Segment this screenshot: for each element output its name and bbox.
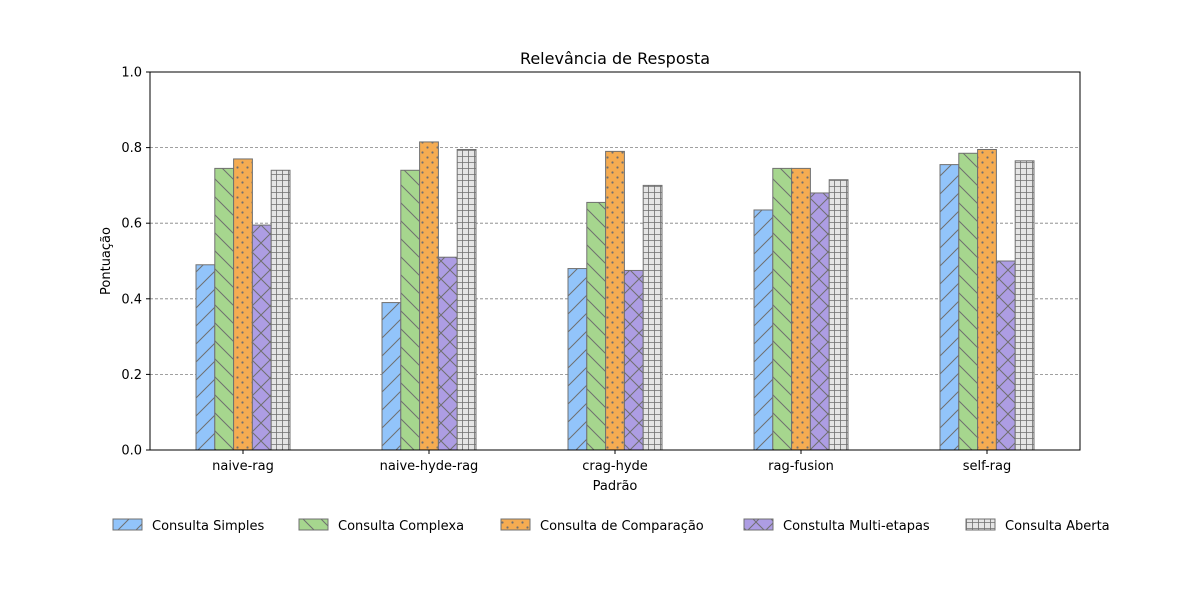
legend-item: Consulta Complexa <box>298 518 464 534</box>
x-tick-label: rag-fusion <box>768 459 834 474</box>
x-tick-label: self-rag <box>963 459 1012 474</box>
legend-item: Constulta Multi-etapas <box>743 518 930 534</box>
bar-naive-hyde-rag-series-3 <box>437 256 458 451</box>
bar-naive-hyde-rag-series-1 <box>400 169 421 451</box>
bar-rag-fusion-series-2 <box>791 167 811 451</box>
bar-naive-hyde-rag-series-0 <box>381 302 402 451</box>
y-tick-label: 0.2 <box>121 368 142 383</box>
bar-self-rag-series-2 <box>977 148 997 451</box>
legend-swatch <box>965 518 996 531</box>
bar-naive-rag-series-2 <box>233 158 253 451</box>
y-tick-label: 0.8 <box>121 141 142 156</box>
bar-rag-fusion-series-3 <box>809 192 830 451</box>
bar-rag-fusion-series-4 <box>828 179 849 451</box>
legend-item: Consulta Aberta <box>965 518 1110 534</box>
y-tick-label: 1.0 <box>121 66 142 81</box>
legend-item: Consulta Simples <box>112 518 264 534</box>
legend-swatch <box>112 518 143 531</box>
legend-label: Constulta Multi-etapas <box>783 519 930 534</box>
bar-crag-hyde-series-0 <box>567 268 588 451</box>
bar-crag-hyde-series-1 <box>586 201 607 451</box>
y-tick-label: 0.6 <box>121 217 142 232</box>
bar-self-rag-series-0 <box>939 164 960 451</box>
bar-naive-hyde-rag-series-2 <box>419 141 439 451</box>
bar-naive-rag-series-4 <box>270 169 291 451</box>
x-tick-label: naive-hyde-rag <box>380 459 479 474</box>
bar-crag-hyde-series-2 <box>605 150 625 451</box>
y-tick-label: 0.4 <box>121 292 142 307</box>
bar-self-rag-series-4 <box>1014 160 1035 451</box>
legend-swatch <box>743 518 774 531</box>
legend-swatch <box>298 518 329 531</box>
bar-naive-rag-series-3 <box>251 224 272 451</box>
bar-naive-hyde-rag-series-4 <box>456 148 477 451</box>
legend-label: Consulta Complexa <box>338 519 464 534</box>
legend-label: Consulta Aberta <box>1005 519 1110 534</box>
legend-swatch <box>500 518 531 531</box>
bar-crag-hyde-series-4 <box>642 184 663 451</box>
legend-label: Consulta de Comparação <box>540 519 704 534</box>
x-axis-label: Padrão <box>593 479 638 494</box>
legend-label: Consulta Simples <box>152 519 264 534</box>
bar-naive-rag-series-0 <box>195 264 216 451</box>
y-axis-label: Pontuação <box>99 227 114 295</box>
bar-rag-fusion-series-1 <box>772 167 793 451</box>
bar-self-rag-series-3 <box>995 260 1016 451</box>
y-tick-label: 0.0 <box>121 444 142 459</box>
bar-naive-rag-series-1 <box>214 167 235 451</box>
legend-item: Consulta de Comparação <box>500 518 704 534</box>
bar-rag-fusion-series-0 <box>753 209 774 451</box>
bar-self-rag-series-1 <box>958 152 979 451</box>
chart-title: Relevância de Resposta <box>520 49 710 68</box>
bar-crag-hyde-series-3 <box>623 269 644 451</box>
x-tick-label: crag-hyde <box>582 459 648 474</box>
x-tick-label: naive-rag <box>212 459 274 474</box>
